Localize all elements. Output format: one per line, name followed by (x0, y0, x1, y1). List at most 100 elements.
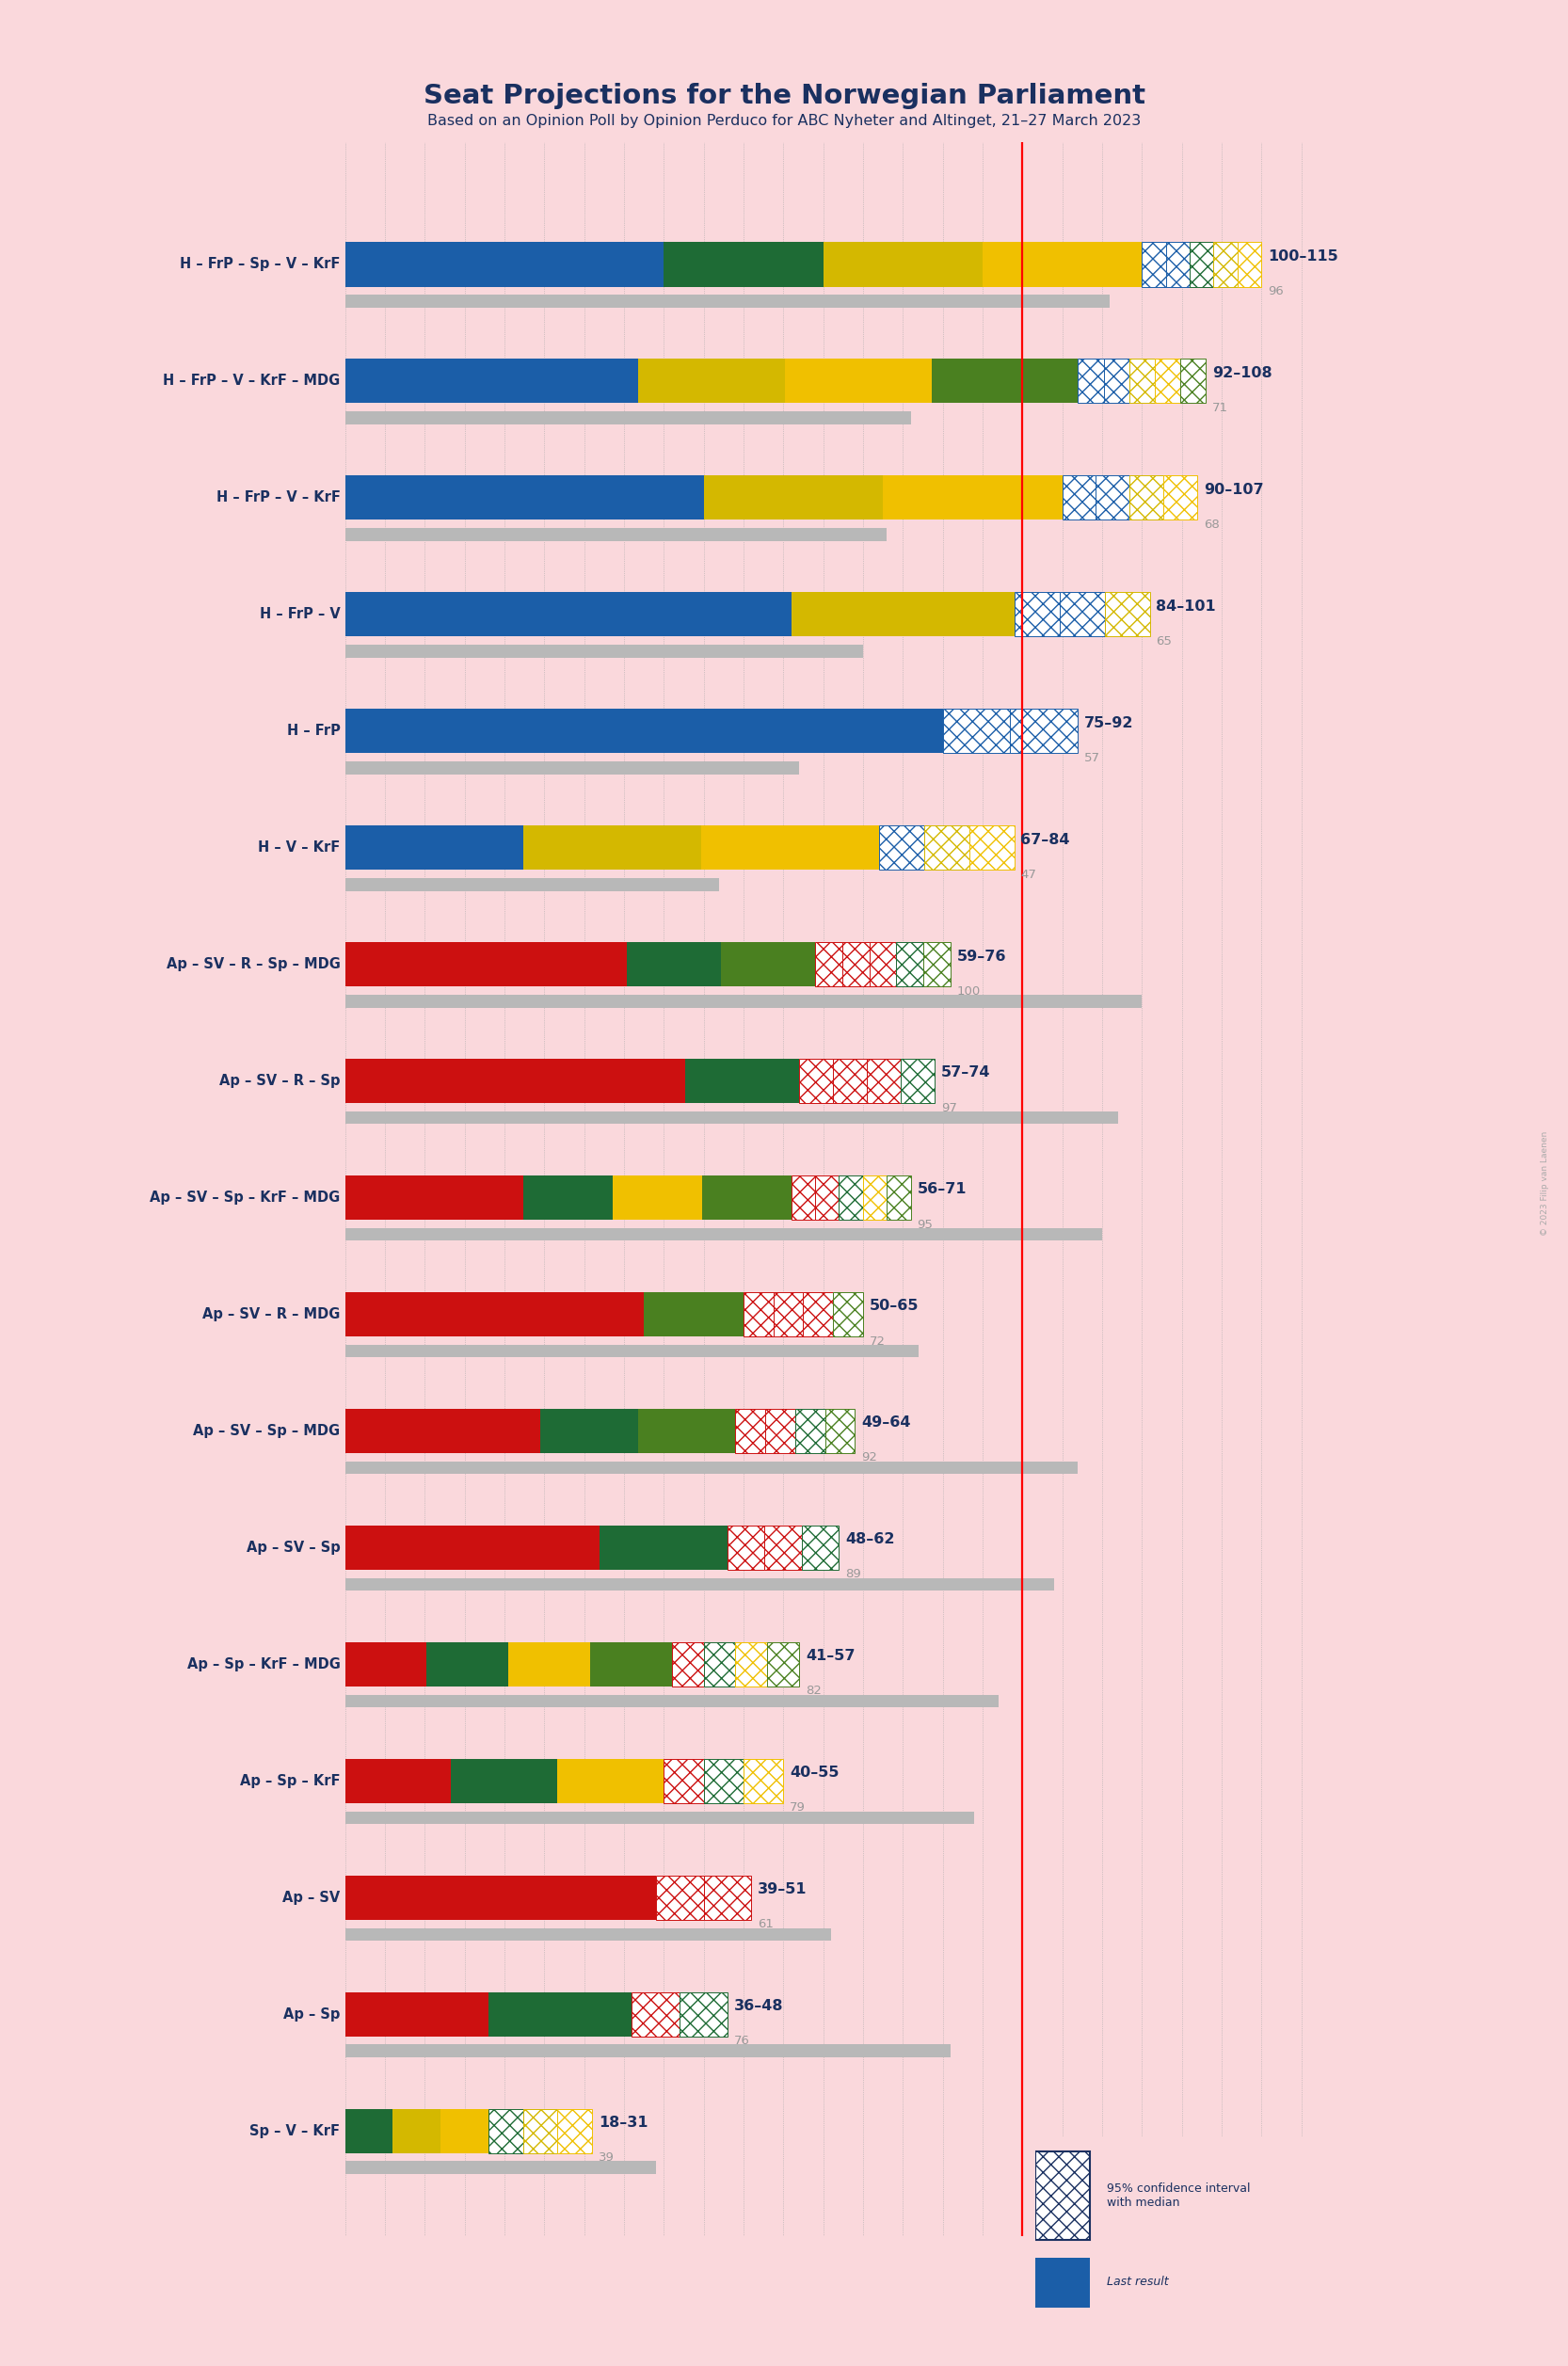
Bar (1104, 360, 1129, 402)
Bar (1035, 2257, 1090, 2309)
Bar (345, 1928, 831, 1940)
Bar (792, 592, 1014, 636)
Bar (345, 644, 862, 658)
Bar (767, 1642, 800, 1687)
Bar (472, 1526, 601, 1569)
Bar (632, 1992, 679, 2037)
Text: Last result: Last result (1107, 2276, 1168, 2288)
Text: H – FrP – V – KrF – MDG: H – FrP – V – KrF – MDG (163, 374, 340, 388)
Text: Ap – SV – R – MDG: Ap – SV – R – MDG (202, 1308, 340, 1320)
Bar (345, 1292, 445, 1337)
Text: 79: 79 (790, 1801, 806, 1815)
Bar (833, 1060, 867, 1103)
Bar (1062, 476, 1096, 521)
Bar (345, 994, 1142, 1008)
Bar (983, 241, 1142, 286)
Text: 61: 61 (757, 1919, 773, 1931)
Text: 96: 96 (1267, 286, 1284, 298)
Text: 57: 57 (1085, 752, 1101, 764)
Bar (601, 1526, 728, 1569)
Text: © 2023 Filip van Laenen: © 2023 Filip van Laenen (1540, 1131, 1549, 1235)
Text: 95: 95 (917, 1218, 933, 1230)
Bar (442, 1408, 541, 1453)
Bar (572, 1060, 685, 1103)
Text: 56–71: 56–71 (917, 1183, 966, 1197)
Text: 89: 89 (845, 1569, 861, 1580)
Text: Seat Projections for the Norwegian Parliament: Seat Projections for the Norwegian Parli… (423, 83, 1145, 109)
Text: Ap – SV – R – Sp: Ap – SV – R – Sp (220, 1074, 340, 1088)
Text: 65: 65 (1156, 634, 1171, 648)
Bar (508, 1642, 590, 1687)
Bar (1181, 360, 1206, 402)
Text: 68: 68 (1204, 518, 1220, 530)
Bar (345, 1758, 452, 1803)
Bar (345, 2160, 655, 2174)
Bar (439, 942, 533, 987)
Text: 40–55: 40–55 (790, 1765, 839, 1779)
Bar (345, 360, 492, 402)
Bar (765, 1526, 801, 1569)
Bar (704, 1876, 751, 1919)
Text: 82: 82 (806, 1685, 822, 1696)
Bar (735, 1408, 765, 1453)
Text: 47: 47 (1021, 868, 1036, 880)
Text: Ap – SV – Sp – MDG: Ap – SV – Sp – MDG (193, 1424, 340, 1439)
Bar (765, 1408, 795, 1453)
Bar (345, 1642, 426, 1687)
Bar (544, 1292, 644, 1337)
Bar (704, 1642, 735, 1687)
Bar (1129, 360, 1154, 402)
Bar (590, 1642, 671, 1687)
Bar (452, 1758, 558, 1803)
Bar (441, 2108, 488, 2153)
Text: 49–64: 49–64 (861, 1415, 911, 1429)
Bar (878, 826, 924, 871)
Bar (1035, 2151, 1090, 2241)
Bar (1060, 592, 1104, 636)
Bar (345, 1344, 919, 1358)
Text: 100–115: 100–115 (1267, 248, 1338, 263)
Bar (345, 1578, 1054, 1590)
Bar (1165, 241, 1190, 286)
Bar (867, 1060, 900, 1103)
Bar (743, 1758, 784, 1803)
Bar (839, 1176, 862, 1221)
Bar (613, 1176, 702, 1221)
Bar (924, 942, 950, 987)
Text: 39–51: 39–51 (757, 1883, 808, 1898)
Bar (345, 1462, 1079, 1474)
Bar (345, 2044, 950, 2058)
Bar (800, 1060, 833, 1103)
Bar (1079, 360, 1104, 402)
Bar (345, 296, 1110, 308)
Bar (803, 1292, 833, 1337)
Bar (345, 528, 887, 542)
Bar (345, 1408, 442, 1453)
Bar (655, 1876, 704, 1919)
Bar (701, 826, 878, 871)
Bar (500, 1876, 655, 1919)
Bar (773, 1292, 803, 1337)
Bar (685, 1060, 800, 1103)
Text: Ap – SV – R – Sp – MDG: Ap – SV – R – Sp – MDG (166, 958, 340, 972)
Bar (345, 412, 911, 424)
Text: H – FrP – V – KrF: H – FrP – V – KrF (216, 490, 340, 504)
Text: 39: 39 (599, 2151, 615, 2165)
Bar (638, 1408, 735, 1453)
Text: H – FrP – V: H – FrP – V (259, 608, 340, 622)
Text: Ap – Sp – KrF: Ap – Sp – KrF (240, 1774, 340, 1789)
Bar (558, 2108, 593, 2153)
Bar (815, 1176, 839, 1221)
Bar (842, 942, 869, 987)
Bar (704, 1758, 743, 1803)
Text: 72: 72 (869, 1334, 886, 1346)
Bar (1142, 241, 1165, 286)
Bar (900, 1060, 935, 1103)
Text: 48–62: 48–62 (845, 1533, 895, 1547)
Bar (533, 942, 627, 987)
Text: 97: 97 (941, 1103, 956, 1114)
Text: 18–31: 18–31 (599, 2115, 648, 2129)
Bar (663, 241, 823, 286)
Text: 59–76: 59–76 (956, 949, 1007, 963)
Bar (345, 1112, 1118, 1124)
